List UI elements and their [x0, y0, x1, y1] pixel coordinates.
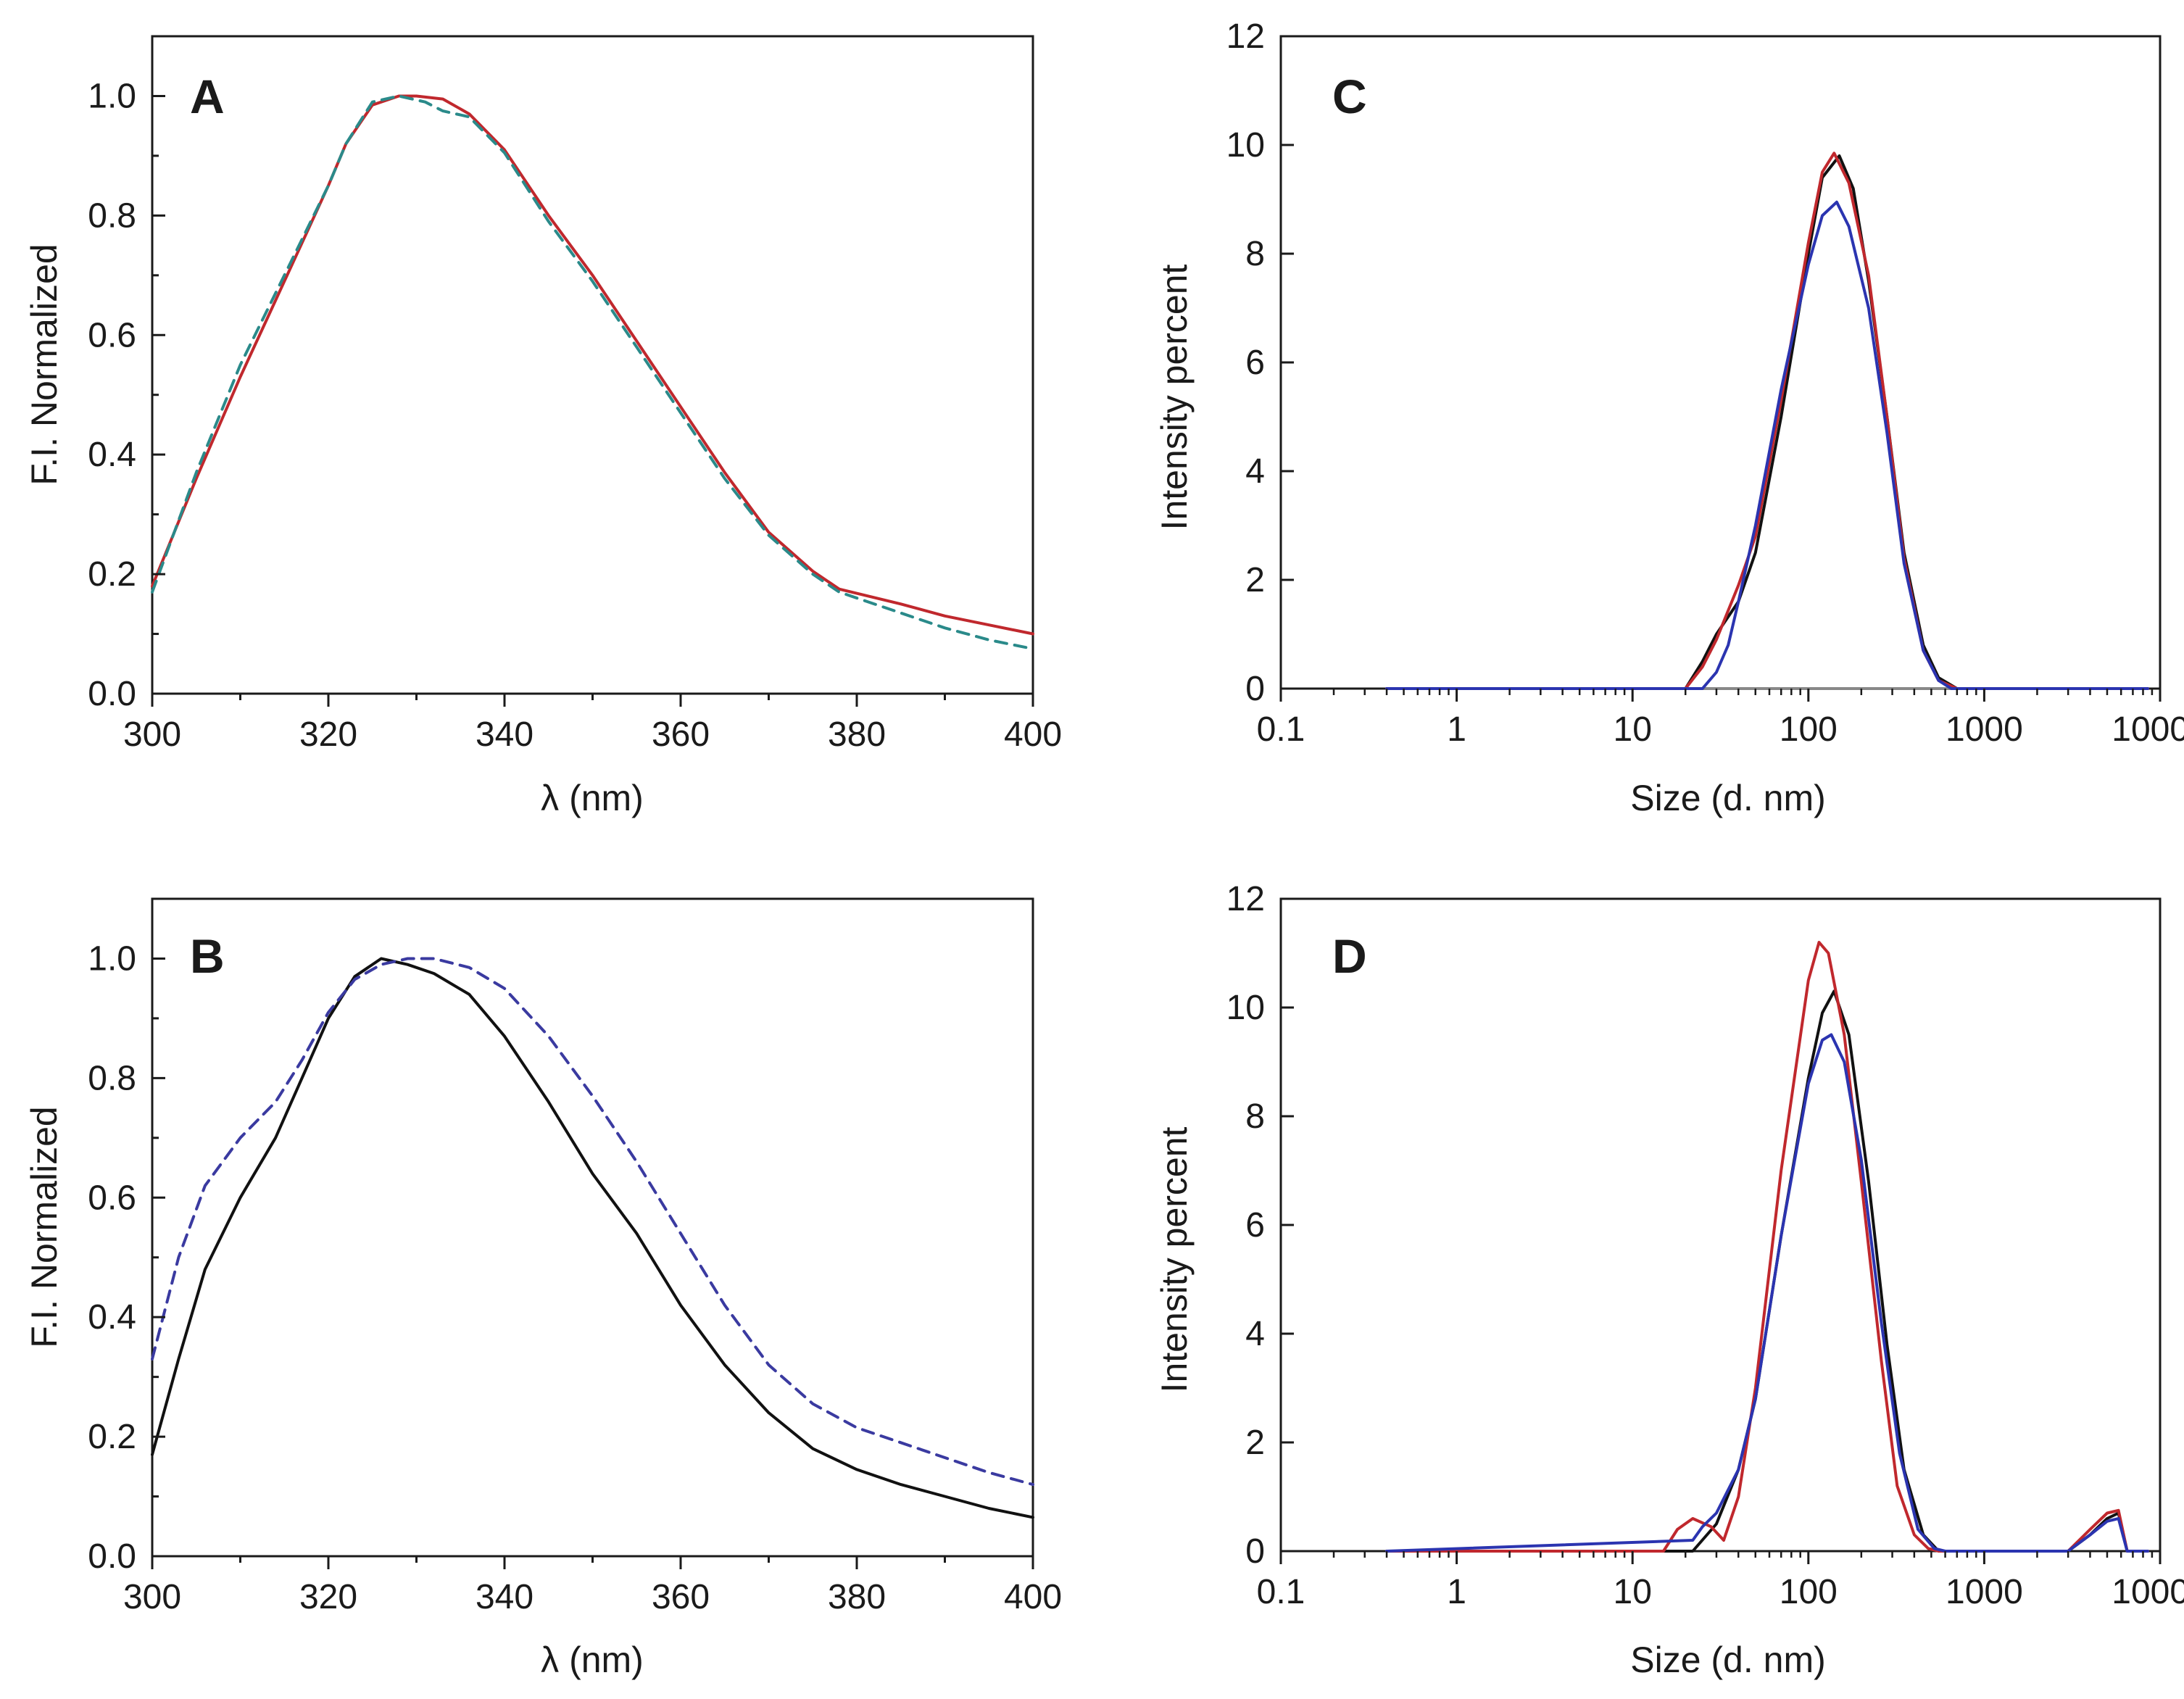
- panel-a-x-tick-label: 320: [299, 715, 357, 754]
- panel-b-y-tick-label: 1.0: [88, 939, 136, 978]
- panel-d-x-tick-label: 1: [1447, 1573, 1466, 1611]
- panel-d-y-tick-label: 0: [1245, 1532, 1265, 1571]
- panel-c-y-axis-title: Intensity percent: [1154, 264, 1195, 530]
- panel-a-series: [151, 94, 1034, 651]
- panel-c-ticks: [1279, 35, 2162, 702]
- panel-a-y-tick-label: 1.0: [88, 77, 136, 115]
- panel-a-x-tick-label: 380: [828, 715, 886, 754]
- panel-b-x-tick-label: 340: [476, 1578, 533, 1616]
- panel-a-x-axis-title: λ (nm): [541, 778, 644, 818]
- panel-b-x-tick-label: 400: [1004, 1578, 1062, 1616]
- panel-d-x-tick-label: 1000: [1946, 1573, 2023, 1611]
- panel-a-x-tick-label: 300: [123, 715, 181, 754]
- panel-a-letter: A: [190, 70, 225, 123]
- panel-b-letter: B: [190, 929, 225, 983]
- panel-a-y-tick-label: 0.2: [88, 555, 136, 594]
- panel-c-series-blue-line: [1385, 200, 2149, 690]
- panel-b-x-tick-label: 320: [299, 1578, 357, 1616]
- panel-d-series-blue-line: [1385, 1033, 2149, 1553]
- panel-b-series: [151, 957, 1034, 1519]
- panel-b-tick-labels: 0.0 0.2 0.4 0.6 0.8 1.0 300 320 340 360 380 400: [88, 939, 1062, 1616]
- panel-d-series: [1385, 941, 2149, 1553]
- panel-c-letter: C: [1332, 70, 1367, 123]
- panel-b-y-tick-label: 0.8: [88, 1059, 136, 1097]
- panel-c-y-tick-label: 12: [1226, 17, 1265, 56]
- panel-a-x-tick-label: 360: [652, 715, 710, 754]
- panel-c: 0 2 4 6 8 10 12 0.1 1 10 100 1000 10000 C Size (d. n…: [1154, 17, 2184, 818]
- panel-a-y-axis-title: F.I. Normalized: [24, 244, 65, 485]
- panel-c-y-tick-label: 4: [1245, 452, 1265, 491]
- panel-c-tick-labels: 0 2 4 6 8 10 12 0.1 1 10 100 1000 10000: [1226, 17, 2184, 749]
- panel-a-y-tick-label: 0.4: [88, 436, 136, 474]
- panel-d-series-red-line: [1385, 941, 2149, 1553]
- panel-c-x-tick-label: 10000: [2112, 710, 2184, 749]
- panel-b-x-tick-label: 360: [652, 1578, 710, 1616]
- panel-c-series: [1385, 151, 2149, 690]
- panel-d: 0 2 4 6 8 10 12 0.1 1 10 100 1000 10000 D Size (d. n…: [1154, 880, 2184, 1680]
- panel-d-tick-labels: 0 2 4 6 8 10 12 0.1 1 10 100 1000 10000: [1226, 880, 2184, 1611]
- panel-a-x-tick-label: 400: [1004, 715, 1062, 754]
- panel-c-x-tick-label: 100: [1780, 710, 1838, 749]
- panel-c-y-tick-label: 8: [1245, 235, 1265, 273]
- panel-d-ticks: [1279, 897, 2162, 1564]
- panel-a-series-dashed-teal-line: [151, 94, 1034, 651]
- panel-b: 0.0 0.2 0.4 0.6 0.8 1.0 300 320 340 360 380 400 B λ…: [24, 897, 1062, 1680]
- panel-c-y-tick-label: 0: [1245, 670, 1265, 708]
- panel-b-y-tick-label: 0.0: [88, 1537, 136, 1576]
- panel-a-x-tick-label: 340: [476, 715, 533, 754]
- panel-a: 0.0 0.2 0.4 0.6 0.8 1.0 300 320 340 360 380 400 A λ…: [24, 35, 1062, 818]
- panel-c-x-tick-label: 10: [1614, 710, 1652, 749]
- panel-b-y-tick-label: 0.6: [88, 1179, 136, 1217]
- panel-a-y-tick-label: 0.8: [88, 196, 136, 235]
- panel-d-y-tick-label: 8: [1245, 1097, 1265, 1136]
- panel-d-x-axis-title: Size (d. nm): [1630, 1640, 1826, 1680]
- panel-b-y-tick-label: 0.4: [88, 1298, 136, 1337]
- panel-d-y-tick-label: 2: [1245, 1424, 1265, 1462]
- panel-d-x-tick-label: 10: [1614, 1573, 1652, 1611]
- panel-c-series-black-line: [1385, 154, 2149, 690]
- panel-b-series-solid-black-line: [151, 957, 1034, 1519]
- panel-b-y-tick-label: 0.2: [88, 1418, 136, 1456]
- panel-a-y-tick-label: 0.6: [88, 316, 136, 354]
- panel-d-y-tick-label: 4: [1245, 1315, 1265, 1353]
- panel-c-x-tick-label: 0.1: [1257, 710, 1305, 749]
- panel-b-y-axis-title: F.I. Normalized: [24, 1106, 65, 1347]
- panel-d-x-tick-label: 0.1: [1257, 1573, 1305, 1611]
- panel-a-tick-labels: 0.0 0.2 0.4 0.6 0.8 1.0 300 320 340 360 380 400: [88, 77, 1062, 754]
- panel-a-series-solid-red-line: [151, 94, 1034, 636]
- panel-b-ticks: [151, 957, 1034, 1569]
- panel-d-x-tick-label: 10000: [2112, 1573, 2184, 1611]
- panel-b-series-dashed-blue-line: [151, 957, 1034, 1487]
- panel-a-ticks: [151, 94, 1034, 707]
- panel-d-x-tick-label: 100: [1780, 1573, 1838, 1611]
- panel-b-x-tick-label: 300: [123, 1578, 181, 1616]
- panel-d-letter: D: [1332, 929, 1367, 983]
- panel-d-y-tick-label: 6: [1245, 1206, 1265, 1245]
- panel-b-x-tick-label: 380: [828, 1578, 886, 1616]
- panel-c-y-tick-label: 2: [1245, 561, 1265, 599]
- panel-b-x-axis-title: λ (nm): [541, 1640, 644, 1680]
- panel-c-y-tick-label: 6: [1245, 344, 1265, 382]
- panel-d-y-tick-label: 12: [1226, 880, 1265, 918]
- panel-d-y-axis-title: Intensity percent: [1154, 1126, 1195, 1392]
- panel-c-x-tick-label: 1000: [1946, 710, 2023, 749]
- panel-c-x-tick-label: 1: [1447, 710, 1466, 749]
- panel-d-y-tick-label: 10: [1226, 989, 1265, 1027]
- panel-a-y-tick-label: 0.0: [88, 675, 136, 713]
- panel-c-y-tick-label: 10: [1226, 126, 1265, 165]
- panel-c-x-axis-title: Size (d. nm): [1630, 778, 1826, 818]
